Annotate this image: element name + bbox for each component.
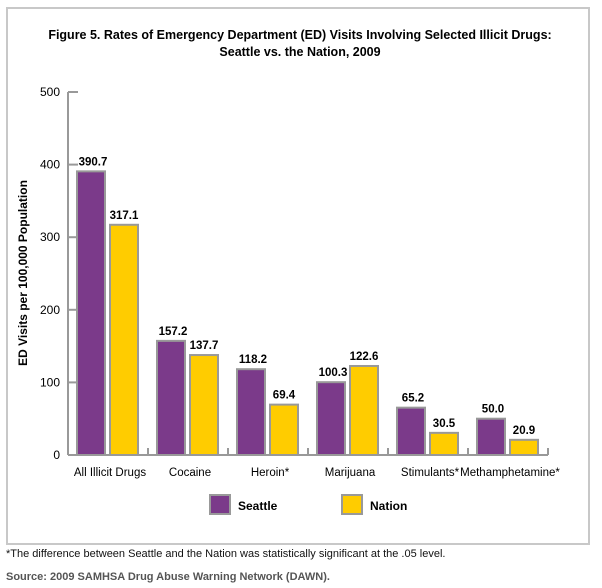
x-tick-label: Stimulants* — [401, 467, 460, 479]
chart-frame — [6, 7, 590, 545]
y-tick-label: 100 — [40, 375, 60, 389]
legend-swatch-seattle — [209, 494, 231, 515]
legend-label-seattle: Seattle — [238, 499, 278, 513]
data-label: 118.2 — [239, 354, 267, 366]
y-tick-label: 0 — [53, 448, 60, 462]
bar-nation — [349, 364, 379, 456]
source-note: Source: 2009 SAMHSA Drug Abuse Warning N… — [6, 571, 330, 583]
bar-seattle — [476, 417, 506, 457]
legend-swatch-nation — [341, 494, 363, 515]
bar-nation — [109, 223, 139, 456]
y-tick-label: 400 — [40, 158, 60, 172]
data-label: 65.2 — [402, 393, 424, 405]
data-label: 122.6 — [350, 351, 379, 363]
footnote: *The difference between Seattle and the … — [6, 548, 446, 560]
data-label: 390.7 — [79, 156, 108, 168]
data-label: 100.3 — [319, 367, 348, 379]
chart-title: Figure 5. Rates of Emergency Department … — [48, 28, 551, 42]
x-tick-label: All Illicit Drugs — [74, 467, 146, 479]
data-label: 137.7 — [190, 340, 219, 352]
data-label: 69.4 — [273, 390, 296, 402]
data-label: 20.9 — [513, 425, 535, 437]
bar-nation — [189, 354, 219, 456]
bar-nation — [429, 431, 459, 456]
bar-seattle — [236, 368, 266, 456]
x-tick-label: Marijuana — [325, 467, 376, 479]
y-axis-label: ED Visits per 100,000 Population — [16, 180, 30, 366]
x-tick-label: Methamphetamine* — [460, 467, 560, 479]
data-label: 317.1 — [110, 210, 139, 222]
x-tick-label: Cocaine — [169, 467, 211, 479]
chart-subtitle: Seattle vs. the Nation, 2009 — [219, 45, 380, 59]
x-tick-label: Heroin* — [251, 467, 290, 479]
y-tick-label: 200 — [40, 303, 60, 317]
y-tick-label: 300 — [40, 230, 60, 244]
bar-nation — [269, 403, 299, 456]
legend-label-nation: Nation — [370, 499, 407, 513]
bar-nation — [509, 438, 539, 456]
bar-seattle — [316, 381, 346, 456]
data-label: 30.5 — [433, 418, 456, 430]
data-label: 50.0 — [482, 404, 504, 416]
data-label: 157.2 — [159, 326, 188, 338]
bar-seattle — [156, 339, 186, 456]
y-tick-label: 500 — [40, 85, 60, 99]
bar-seattle — [76, 170, 106, 456]
bar-seattle — [396, 406, 426, 456]
